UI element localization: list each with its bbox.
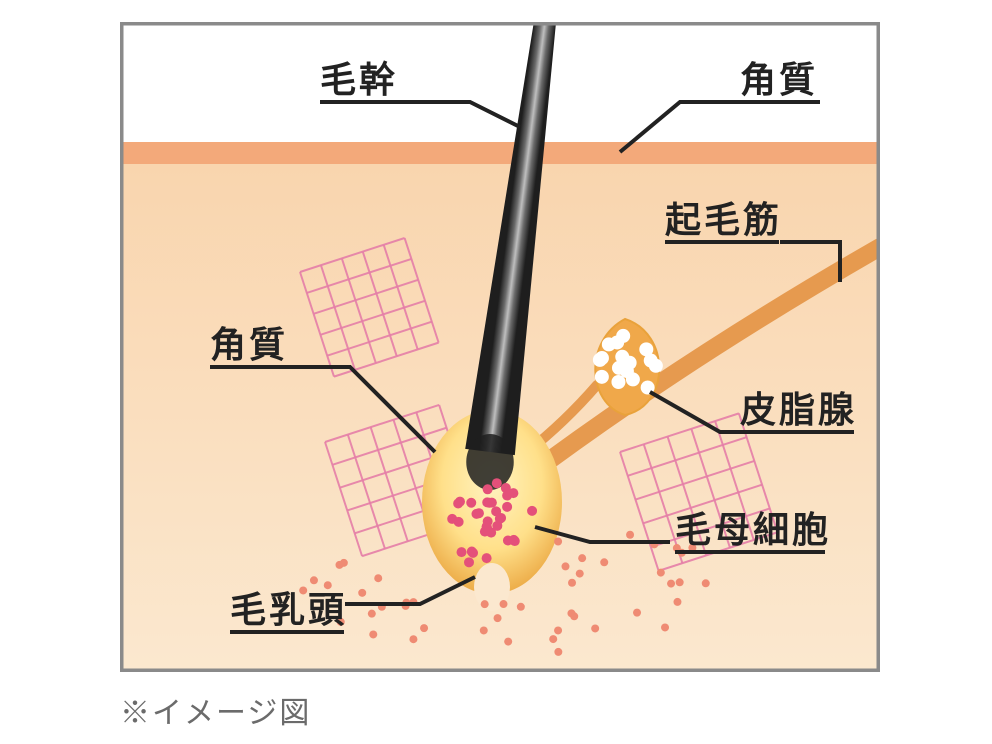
- label-text-sebaceous: 皮脂腺: [740, 389, 857, 430]
- label-text-matrix: 毛母細胞: [675, 509, 831, 550]
- diagram-wrap: 毛幹角質起毛筋角質皮脂腺毛母細胞毛乳頭 ※イメージ図: [0, 0, 992, 744]
- label-text-keratin-mid: 角質: [210, 324, 288, 365]
- hair-follicle-diagram: 毛幹角質起毛筋角質皮脂腺毛母細胞毛乳頭: [120, 22, 880, 672]
- label-text-hair-shaft: 毛幹: [320, 59, 398, 100]
- hair-root-dark: [466, 434, 514, 490]
- label-text-papilla: 毛乳頭: [230, 589, 347, 630]
- label-text-arrector: 起毛筋: [665, 199, 782, 240]
- label-text-stratum-top: 角質: [740, 59, 818, 100]
- stratum-corneum: [120, 142, 880, 164]
- caption: ※イメージ図: [120, 688, 311, 732]
